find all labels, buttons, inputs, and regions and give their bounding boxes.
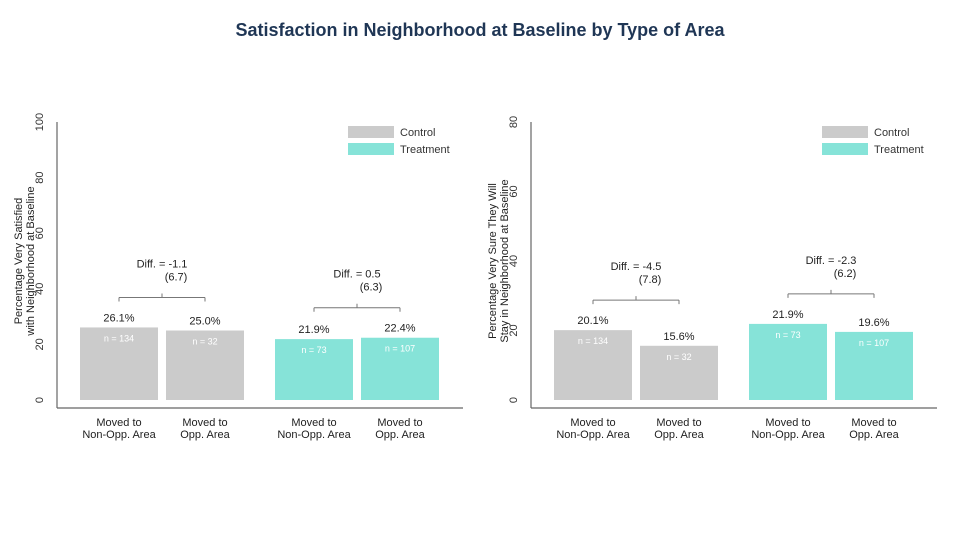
- y-tick-label: 80: [508, 116, 520, 128]
- bar-control: [554, 330, 632, 400]
- y-tick-label: 20: [34, 338, 46, 350]
- bar-value-label: 26.1%: [103, 312, 134, 324]
- x-tick-label: Moved to: [96, 417, 141, 429]
- y-tick-label: 40: [34, 283, 46, 295]
- legend: Control Treatment: [348, 126, 450, 156]
- x-tick-label: Opp. Area: [180, 429, 230, 441]
- x-tick-label: Non-Opp. Area: [82, 429, 156, 441]
- bar-control: [640, 345, 718, 400]
- bar-value-label: 20.1%: [577, 315, 608, 327]
- diff-se-label: (7.8): [639, 274, 662, 286]
- diff-label: Diff. = 0.5: [333, 269, 380, 281]
- diff-se-label: (6.3): [360, 282, 383, 294]
- bar-value-label: 15.6%: [663, 331, 694, 343]
- x-tick-label: Moved to: [182, 417, 227, 429]
- diff-se-label: (6.2): [834, 268, 857, 280]
- bar-n-label: n = 107: [859, 338, 889, 348]
- bar-value-label: 21.9%: [772, 309, 803, 321]
- y-tick-label: 80: [34, 171, 46, 183]
- diff-label: Diff. = -1.1: [137, 258, 188, 270]
- bar-n-label: n = 107: [385, 344, 415, 354]
- x-tick-label: Opp. Area: [375, 429, 425, 441]
- bar-treatment: [749, 323, 827, 400]
- bar-value-label: 21.9%: [298, 324, 329, 336]
- chart-satisfied: 0 20 40 60 80 100 Percentage Very Satisfied wit…: [13, 113, 463, 441]
- page-title: Satisfaction in Neighborhood at Baseline…: [235, 20, 725, 40]
- bar-n-label: n = 73: [775, 330, 800, 340]
- y-tick-label: 20: [508, 324, 520, 336]
- bar-n-label: n = 32: [666, 352, 691, 362]
- x-tick-label: Moved to: [765, 417, 810, 429]
- x-tick-label: Moved to: [291, 417, 336, 429]
- y-axis-label: Percentage Very Satisfied: [13, 198, 25, 325]
- y-axis-label: Percentage Very Sure They Will: [487, 183, 499, 339]
- bar-control: [80, 327, 158, 400]
- bar-n-label: n = 73: [301, 345, 326, 355]
- legend: Control Treatment: [822, 126, 924, 156]
- bar-control: [166, 330, 244, 400]
- y-tick-label: 100: [34, 113, 46, 131]
- x-tick-label: Moved to: [851, 417, 896, 429]
- legend-swatch-control: [822, 126, 868, 138]
- diff-bracket: [592, 296, 680, 305]
- y-tick-label: 40: [508, 255, 520, 267]
- x-tick-label: Moved to: [377, 417, 422, 429]
- chart-stay: 0 20 40 60 80 Percentage Very Sure They Will S…: [487, 116, 937, 441]
- diff-label: Diff. = -2.3: [806, 255, 857, 267]
- diff-label: Diff. = -4.5: [611, 261, 662, 273]
- bar-treatment: [835, 331, 913, 400]
- diff-bracket: [313, 303, 401, 312]
- x-tick-label: Opp. Area: [849, 429, 899, 441]
- legend-label-control: Control: [874, 127, 909, 139]
- y-tick-label: 60: [34, 227, 46, 239]
- bar-n-label: n = 134: [578, 336, 608, 346]
- legend-swatch-treatment: [822, 143, 868, 155]
- bar-value-label: 19.6%: [858, 317, 889, 329]
- diff-se-label: (6.7): [165, 271, 188, 283]
- legend-swatch-treatment: [348, 143, 394, 155]
- y-axis-label: Stay in Neighborhood at Baseline: [499, 179, 511, 342]
- diff-bracket: [787, 289, 875, 298]
- bar-treatment: [361, 337, 439, 400]
- bar-value-label: 22.4%: [384, 323, 415, 335]
- legend-label-treatment: Treatment: [400, 144, 450, 156]
- y-tick-label: 0: [508, 397, 520, 403]
- bar-n-label: n = 32: [192, 337, 217, 347]
- legend-label-control: Control: [400, 127, 435, 139]
- y-tick-label: 0: [34, 397, 46, 403]
- y-axis-label: with Neighborhood at Baseline: [25, 186, 37, 336]
- bar-treatment: [275, 339, 353, 400]
- x-tick-label: Non-Opp. Area: [751, 429, 825, 441]
- y-tick-label: 60: [508, 185, 520, 197]
- bar-n-label: n = 134: [104, 333, 134, 343]
- bar-value-label: 25.0%: [189, 316, 220, 328]
- x-tick-label: Non-Opp. Area: [556, 429, 630, 441]
- x-tick-label: Opp. Area: [654, 429, 704, 441]
- diff-bracket: [118, 293, 206, 302]
- legend-label-treatment: Treatment: [874, 144, 924, 156]
- x-tick-label: Moved to: [656, 417, 701, 429]
- legend-swatch-control: [348, 126, 394, 138]
- x-tick-label: Moved to: [570, 417, 615, 429]
- x-tick-label: Non-Opp. Area: [277, 429, 351, 441]
